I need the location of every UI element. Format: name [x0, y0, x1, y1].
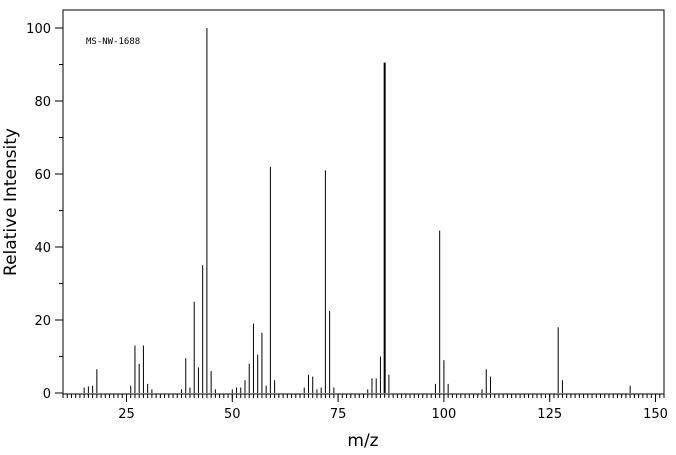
x-minor-ticks	[62, 394, 665, 398]
y-tick-label: 0	[43, 387, 51, 402]
x-tick-label: 125	[537, 407, 562, 422]
x-tick-label: 75	[330, 407, 347, 422]
x-tick-label: 25	[118, 407, 135, 422]
y-tick-label: 40	[34, 241, 51, 256]
x-tick-label: 100	[432, 407, 457, 422]
x-axis-title: m/z	[347, 431, 378, 451]
x-tick-label: 50	[224, 407, 241, 422]
spectrum-code: MS-NW-1688	[86, 37, 140, 47]
plot-frame	[62, 9, 665, 395]
x-tick-label: 150	[643, 407, 668, 422]
y-axis-ticks: 0 20 40 60 80 100	[26, 22, 63, 402]
x-axis-ticks: 25 50 75 100 125 150	[118, 394, 668, 422]
y-tick-label: 100	[26, 22, 51, 37]
y-tick-label: 80	[34, 95, 51, 110]
y-tick-label: 20	[34, 314, 51, 329]
y-axis-title: Relative Intensity	[1, 128, 21, 276]
y-tick-label: 60	[34, 168, 51, 183]
peaks	[83, 28, 631, 393]
